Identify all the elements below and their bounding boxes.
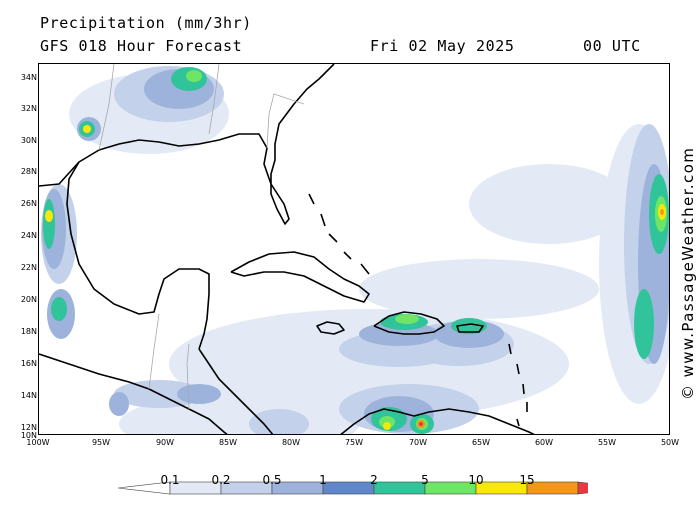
lon-tick: 75W: [344, 438, 364, 447]
lon-tick: 95W: [91, 438, 111, 447]
site-watermark: © www.PassageWeather.com: [679, 146, 697, 400]
legend-label: 10: [468, 473, 484, 487]
forecast-subtitle: GFS 018 Hour Forecast: [40, 37, 243, 55]
map-title: Precipitation (mm/3hr): [40, 14, 252, 32]
lat-tick: 18N: [20, 327, 37, 336]
legend-label: 0.2: [211, 473, 231, 487]
lat-tick: 28N: [20, 167, 37, 176]
lat-tick: 10N: [20, 431, 37, 440]
forecast-time: 00 UTC: [583, 37, 641, 55]
legend-label: 2: [370, 473, 378, 487]
legend-label: 1: [319, 473, 327, 487]
lon-tick: 85W: [218, 438, 238, 447]
lon-tick: 100W: [26, 438, 50, 447]
lat-tick: 12N: [20, 423, 37, 432]
lon-tick: 55W: [597, 438, 617, 447]
lon-tick: 90W: [155, 438, 175, 447]
lon-tick: 60W: [534, 438, 554, 447]
forecast-date: Fri 02 May 2025: [370, 37, 515, 55]
precipitation-colorbar: [118, 481, 588, 495]
legend-label: 0.5: [262, 473, 282, 487]
precipitation-map: [38, 63, 670, 435]
lat-tick: 24N: [20, 231, 37, 240]
lon-tick: 50W: [660, 438, 680, 447]
lon-tick: 65W: [471, 438, 491, 447]
lat-tick: 22N: [20, 263, 37, 272]
legend-label: 0.1: [160, 473, 180, 487]
map-canvas: [39, 64, 669, 434]
colorbar-cell: [577, 481, 588, 495]
legend-label: 15: [519, 473, 535, 487]
lon-tick: 70W: [408, 438, 428, 447]
lat-tick: 26N: [20, 199, 37, 208]
lat-tick: 32N: [20, 104, 37, 113]
coastline-layer: [39, 64, 535, 434]
border-layer: [98, 64, 305, 410]
legend-label: 5: [421, 473, 429, 487]
lat-tick: 30N: [20, 136, 37, 145]
lon-tick: 80W: [281, 438, 301, 447]
precipitation-layer: [41, 66, 669, 434]
lat-tick: 14N: [20, 391, 37, 400]
lat-tick: 16N: [20, 359, 37, 368]
lat-tick: 34N: [20, 73, 37, 82]
lat-tick: 20N: [20, 295, 37, 304]
